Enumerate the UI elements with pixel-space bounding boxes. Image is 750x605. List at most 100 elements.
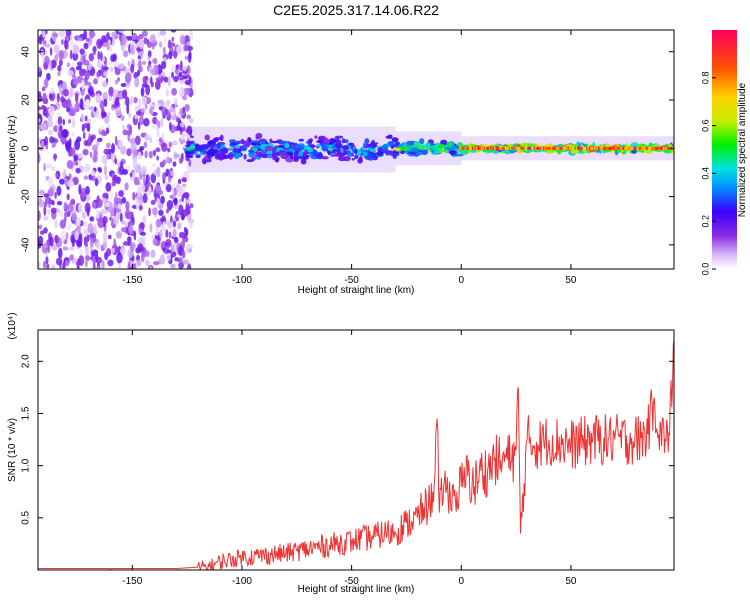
heatmap-cell [644,146,647,150]
chart-title: C2E5.2025.317.14.06.R22 [273,2,439,18]
heatmap-cell [573,146,576,150]
heatmap-cell [69,86,74,98]
heatmap-cell [107,259,114,267]
y-tick-label: 20 [21,94,32,106]
heatmap-cell [173,50,178,59]
heatmap-cell [153,261,160,266]
heatmap-cell [58,178,65,185]
heatmap-cell [552,146,555,150]
heatmap-cell [46,263,50,269]
heatmap-cell [58,30,66,38]
y-tick-label: 0 [21,145,32,151]
heatmap-cell [92,224,97,235]
heatmap-cell [94,178,99,187]
heatmap-cell [96,241,101,250]
heatmap-cell [536,146,539,150]
heatmap-cell [155,226,159,237]
y-tick-label: 0.5 [21,510,32,524]
heatmap-cell [51,165,56,172]
heatmap-cell [496,146,499,150]
heatmap-cell [85,84,89,92]
heatmap-cell [163,76,169,83]
heatmap-cell [172,97,177,104]
heatmap-cell [139,231,146,236]
heatmap-cell [473,146,476,150]
heatmap-cell [136,259,142,267]
heatmap-cell [57,65,62,72]
heatmap-cell [495,146,498,150]
heatmap-cell [88,32,96,37]
heatmap-cell [166,147,171,153]
heatmap-cell [186,125,193,136]
heatmap-cell [103,165,108,176]
heatmap-cell [106,127,110,135]
heatmap-cell [138,204,143,211]
heatmap-cell [150,173,157,184]
heatmap-cell [44,55,50,65]
heatmap-cell [455,153,464,157]
heatmap-cell [421,149,429,155]
heatmap-cell [537,146,540,150]
heatmap-cell [49,236,54,247]
heatmap-cell [124,220,129,228]
heatmap-cell [54,234,59,244]
heatmap-cell [156,155,159,161]
heatmap-cell [168,141,173,148]
heatmap-cell [47,115,53,122]
heatmap-cell [84,246,91,255]
heatmap-cell [481,146,484,150]
heatmap-cell [133,263,137,269]
heatmap-cell [642,146,645,150]
heatmap-cell [56,201,63,206]
heatmap-cell [109,46,113,52]
heatmap-cell [603,146,606,150]
heatmap-cell [72,44,80,55]
heatmap-cell [195,154,201,159]
heatmap-cell [106,32,110,39]
heatmap-cell [52,32,59,38]
heatmap-cell [487,146,490,150]
heatmap-cell [663,146,666,150]
heatmap-cell [293,151,300,158]
heatmap-cell [147,55,151,61]
heatmap-cell [621,146,624,150]
heatmap-cell [48,93,53,100]
heatmap-cell [584,146,587,150]
heatmap-cell [175,64,180,70]
heatmap-cell [494,146,497,150]
heatmap-cell [55,257,63,266]
heatmap-cell [138,66,143,73]
heatmap-cell [438,143,446,149]
heatmap-cell [330,154,338,157]
heatmap-cell [257,141,261,146]
heatmap-cell [151,234,155,239]
y-tick-label: 2.0 [21,354,32,368]
heatmap-cell [334,143,343,149]
heatmap-cell [83,175,89,180]
heatmap-cell [130,63,135,73]
heatmap-cell [350,143,354,149]
heatmap-cell [107,234,112,240]
heatmap-cell [49,87,55,94]
heatmap-cell [149,223,153,233]
heatmap-cell [42,92,47,102]
heatmap-cell [179,139,186,144]
heatmap-cell [156,32,161,39]
heatmap-cell [138,200,142,206]
heatmap-cell [608,146,611,150]
heatmap-cell [40,140,45,150]
heatmap-cell [85,255,91,262]
heatmap-cell [144,150,148,159]
heatmap-cell [364,138,370,145]
heatmap-cell [120,226,127,233]
heatmap-cell [95,140,100,147]
heatmap-cell [95,113,102,120]
heatmap-cell [504,146,507,150]
heatmap-cell [56,123,60,133]
heatmap-cell [118,140,124,148]
heatmap-cell [162,220,166,231]
heatmap-cell [615,146,618,150]
y-tick-label: -20 [21,189,32,204]
heatmap-cell [611,146,614,150]
heatmap-cell [261,138,266,145]
